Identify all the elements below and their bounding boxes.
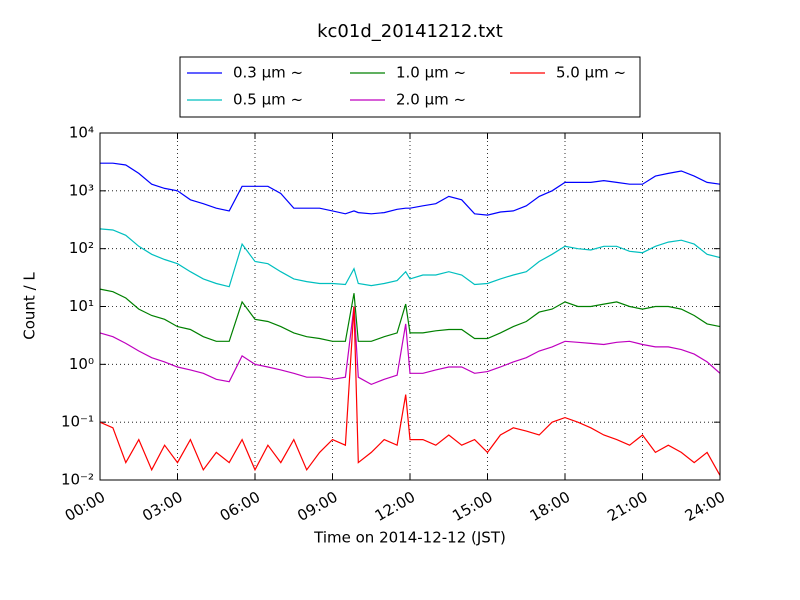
plot-frame xyxy=(99,132,721,481)
y-tick-label: 10⁰ xyxy=(69,355,94,373)
chart-title: kc01d_20141212.txt xyxy=(317,21,503,42)
x-axis-label: Time on 2014-12-12 (JST) xyxy=(313,529,506,547)
legend: 0.3 μm ~ 0.5 μm ~ 1.0 μm ~ 2.0 μm ~ 5.0 μm ~ xyxy=(179,56,641,118)
legend-label: 0.3 μm ~ xyxy=(233,64,303,82)
y-tick-label: 10⁻¹ xyxy=(61,413,94,431)
data-line xyxy=(100,162,721,216)
y-tick-label: 10⁴ xyxy=(69,124,94,142)
data-line xyxy=(99,228,721,288)
y-axis-label: Count / L xyxy=(21,272,39,340)
y-tick-label: 10³ xyxy=(69,181,94,199)
legend-label: 0.5 μm ~ xyxy=(233,91,303,109)
data-line xyxy=(99,306,721,386)
y-tick-label: 10² xyxy=(69,239,94,257)
legend-label: 1.0 μm ~ xyxy=(396,64,466,82)
y-tick-label: 10⁻² xyxy=(61,471,94,489)
data-line xyxy=(99,306,721,476)
legend-box xyxy=(179,56,641,118)
legend-label: 2.0 μm ~ xyxy=(396,91,466,109)
data-line xyxy=(99,288,721,342)
y-tick-label: 10¹ xyxy=(69,297,94,315)
legend-label: 5.0 μm ~ xyxy=(556,64,626,82)
